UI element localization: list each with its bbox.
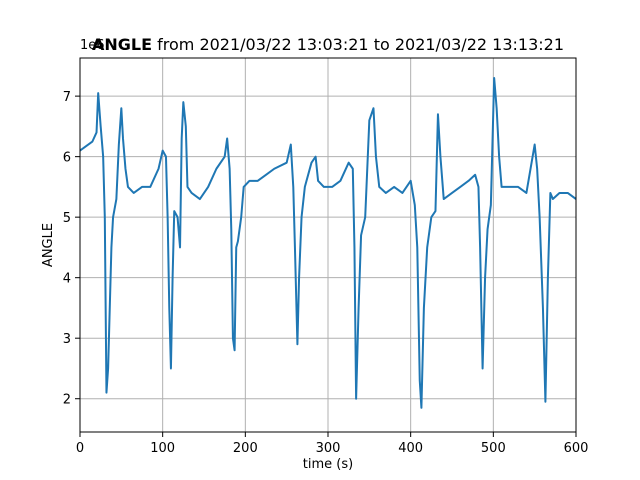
title-bold: ANGLE bbox=[92, 35, 152, 54]
x-tick-label: 100 bbox=[150, 441, 175, 456]
y-tick-label: 4 bbox=[63, 272, 71, 287]
y-tick-label: 5 bbox=[63, 211, 71, 226]
y-tick-label: 2 bbox=[63, 393, 71, 408]
x-tick-label: 0 bbox=[76, 441, 84, 456]
y-axis-label: ANGLE bbox=[41, 223, 56, 267]
y-tick-label: 3 bbox=[63, 332, 71, 347]
chart-title: ANGLE from 2021/03/22 13:03:21 to 2021/0… bbox=[92, 35, 564, 54]
title-rest: from 2021/03/22 13:03:21 to 2021/03/22 1… bbox=[152, 35, 564, 54]
data-line bbox=[80, 76, 576, 409]
x-tick-label: 500 bbox=[481, 441, 506, 456]
y-tick-label: 6 bbox=[63, 151, 71, 166]
x-axis-label: time (s) bbox=[303, 457, 353, 472]
x-tick-label: 600 bbox=[564, 441, 589, 456]
axes-frame bbox=[79, 57, 577, 433]
y-tick-label: 7 bbox=[63, 90, 71, 105]
x-tick-label: 300 bbox=[316, 441, 341, 456]
x-tick-label: 400 bbox=[398, 441, 423, 456]
offset-label: 1e6 bbox=[80, 38, 105, 53]
x-tick-label: 200 bbox=[233, 441, 258, 456]
plot-area bbox=[80, 76, 576, 409]
axes: 0 100 200 300 400 500 600 2 3 4 5 6 7 bbox=[63, 57, 589, 456]
